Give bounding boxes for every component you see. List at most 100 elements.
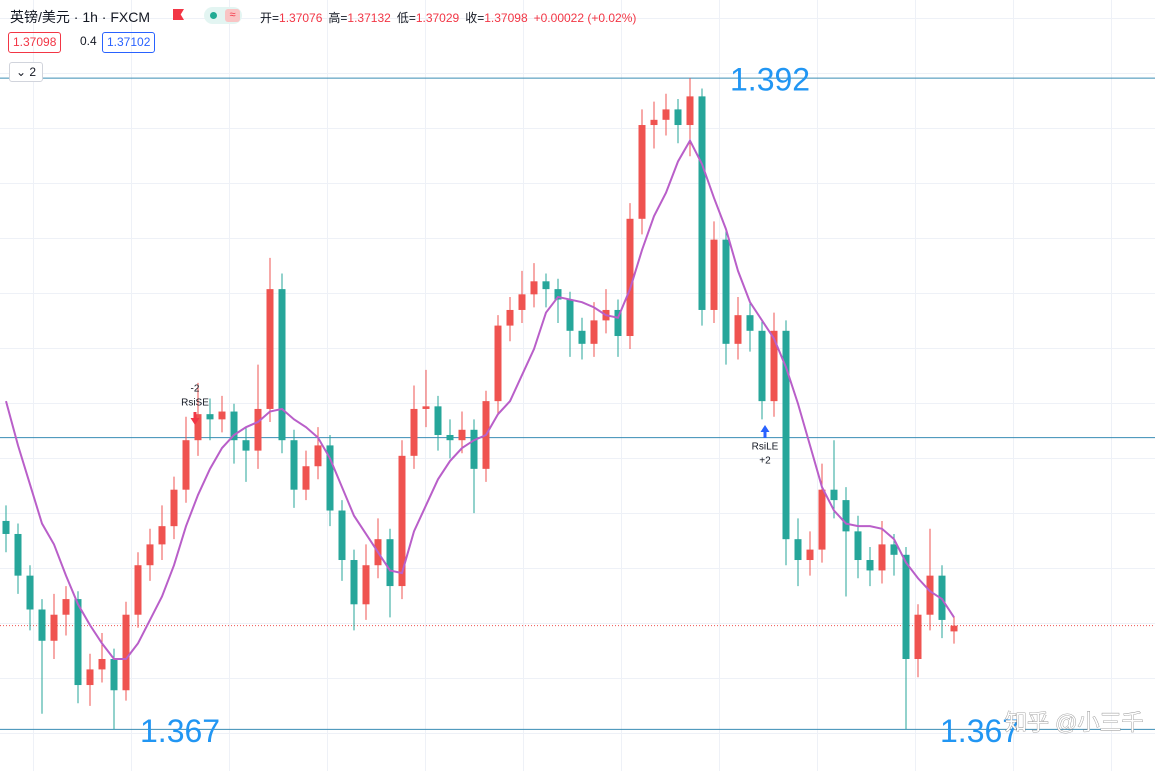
candle-body	[302, 466, 310, 490]
change: +0.00022 (+0.02%)	[533, 11, 637, 25]
candle-body	[98, 658, 106, 670]
ohlc-label: 低=	[396, 11, 416, 25]
candle-body	[722, 239, 730, 344]
candle-body	[938, 575, 946, 620]
candle-body	[2, 520, 10, 534]
candle-body	[326, 445, 334, 511]
candle-body	[158, 526, 166, 545]
candle-body	[578, 330, 586, 344]
signal-label: +2	[759, 456, 771, 467]
candle-body	[614, 309, 622, 337]
bid-price[interactable]: 1.37098	[8, 32, 62, 53]
candle-body	[950, 625, 958, 632]
status-pill[interactable]: ≈	[204, 7, 242, 24]
candle-body	[554, 289, 562, 300]
signal-label: RsiSE	[181, 398, 209, 409]
chevron: ⌄	[16, 65, 30, 79]
moving-average	[5, 138, 955, 660]
candle-body	[110, 658, 118, 691]
candle-body	[50, 614, 58, 641]
candle-body	[218, 411, 226, 420]
watermark: 知乎 @小三千	[1005, 710, 1143, 735]
candle-body	[830, 489, 838, 501]
ohlc-value: 1.37029	[415, 11, 460, 25]
signal-label: -2	[191, 384, 200, 395]
signal-arrow	[190, 412, 200, 425]
ohlc-value: 1.37132	[347, 11, 391, 25]
candle-body	[134, 565, 142, 615]
candle-body	[194, 414, 202, 441]
candle-body	[362, 565, 370, 605]
candle-body	[914, 614, 922, 659]
collapse-count: 2	[29, 65, 37, 79]
candle-body	[446, 434, 454, 441]
signal-label: RsiLE	[752, 442, 779, 453]
level-label: 1.392	[730, 62, 810, 98]
candle-body	[710, 239, 718, 310]
candle-body	[890, 544, 898, 555]
candle-body	[338, 510, 346, 561]
candle-body	[638, 125, 646, 219]
level-label: 1.367	[940, 713, 1020, 749]
candle-body	[386, 539, 394, 587]
candle-body	[626, 218, 634, 337]
candle-body	[494, 325, 502, 402]
candle-body	[566, 299, 574, 331]
candle-body	[350, 560, 358, 605]
candle-body	[926, 575, 934, 615]
candle-body	[470, 429, 478, 469]
candle-body	[74, 599, 82, 686]
candle-body	[458, 429, 466, 441]
ohlc-label: 收=	[465, 11, 485, 25]
candle-body	[182, 440, 190, 490]
candle-body	[206, 414, 214, 420]
flag-icon[interactable]	[173, 9, 184, 20]
candle-body	[242, 440, 250, 451]
candle-body	[86, 669, 94, 686]
candle-body	[770, 330, 778, 402]
candle-body	[794, 539, 802, 561]
candle-body	[314, 445, 322, 467]
candle-body	[398, 455, 406, 587]
candle-body	[122, 614, 130, 691]
level-label: 1.367	[140, 713, 220, 749]
symbol[interactable]: 英镑/美元 · 1h · FXCM	[10, 9, 151, 25]
ask-price[interactable]: 1.37102	[102, 32, 156, 53]
candle-body	[146, 544, 154, 566]
candle-body	[290, 440, 298, 490]
ohlc-label: 开=	[260, 11, 280, 25]
candle-body	[878, 544, 886, 571]
wave-icon: ≈	[225, 9, 240, 22]
candle-body	[746, 315, 754, 331]
candle-body	[650, 119, 658, 126]
ohlc-legend: 开=1.37076 高=1.37132 低=1.37029 收=1.37098 +0.0…	[260, 9, 636, 26]
candle-body	[254, 408, 262, 451]
candle-body	[518, 294, 526, 310]
candle-body	[506, 309, 514, 326]
candle-body	[866, 560, 874, 571]
candle-body	[902, 554, 910, 659]
candle-body	[542, 281, 550, 290]
candle-body	[590, 320, 598, 344]
signal-arrow	[760, 425, 770, 438]
candle-body	[734, 315, 742, 344]
candle-body	[686, 96, 694, 126]
candle-body	[422, 406, 430, 409]
ohlc-label: 高=	[328, 11, 348, 25]
candle-body	[530, 281, 538, 295]
collapse-button[interactable]: ⌄ 2	[9, 62, 44, 82]
candle-body	[230, 411, 238, 441]
candle-body	[278, 289, 286, 441]
candle-body	[434, 406, 442, 435]
spread: 0.4	[80, 34, 97, 48]
candle-body	[782, 330, 790, 540]
candle-body	[698, 96, 706, 310]
candle-body	[410, 408, 418, 456]
candle-body	[758, 330, 766, 402]
status-dot	[210, 12, 217, 19]
candle-body	[266, 289, 274, 409]
candle-body	[806, 549, 814, 561]
candle-body	[38, 609, 46, 641]
